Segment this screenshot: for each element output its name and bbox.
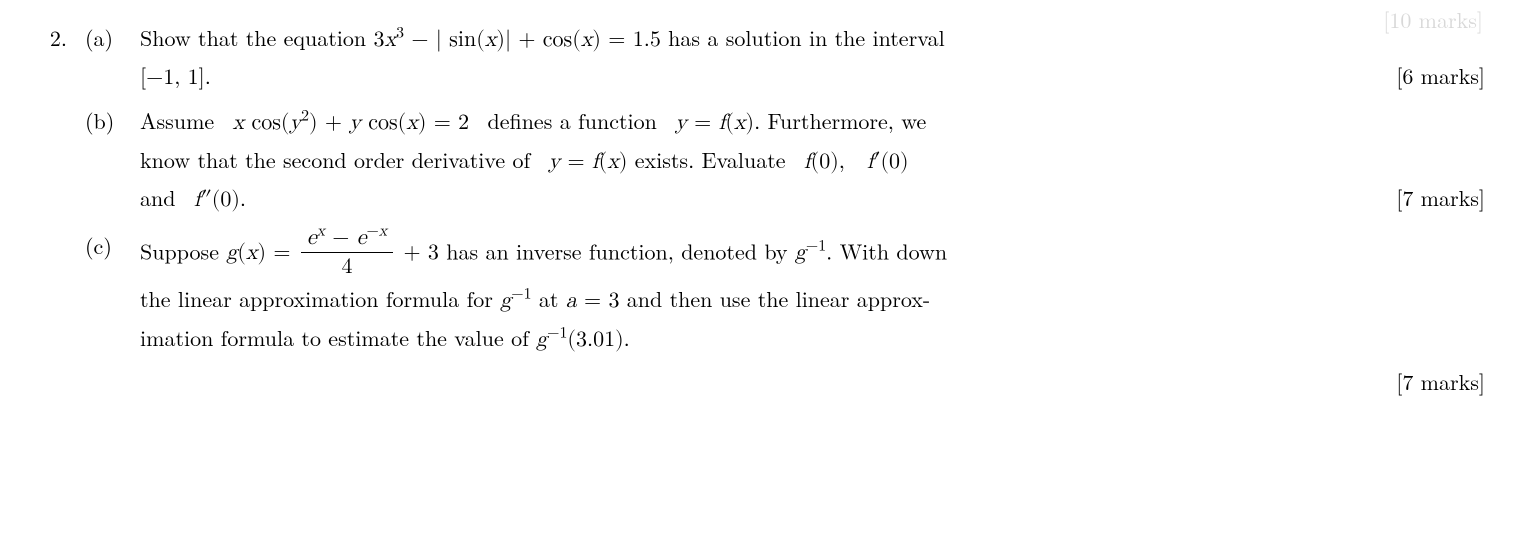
part-c-text5: at <box>532 283 566 314</box>
part-b-line2: know that the second order derivative of… <box>140 142 1485 180</box>
part-b-text1: Assume <box>140 105 222 136</box>
part-a-line2: [−1, 1]. [6 marks] <box>140 58 1485 93</box>
part-a: (a) Show that the equation 3x3 − | sin(x… <box>85 20 1485 93</box>
part-b-text3: . Furthermore, we <box>754 105 926 136</box>
partial-marks-top: [10 marks] <box>1383 2 1483 37</box>
part-a-text1: Show that the equation <box>140 22 373 53</box>
part-c-line2: the linear approximation formula for g−1… <box>140 281 1485 319</box>
part-a-interval: [−1, 1]. <box>140 58 1376 93</box>
part-c-ginv2: g−1 <box>500 290 531 312</box>
part-b-line3-text: and f″(0). <box>140 180 1376 218</box>
part-b-text2: defines a function <box>480 105 664 136</box>
part-a-label: (a) <box>85 20 140 55</box>
part-b-line1: Assume x cos(y2) + y cos(x) = 2 defines … <box>140 103 1485 141</box>
part-c-line1: Suppose g(x) = ex − e−x4 + 3 has an inve… <box>140 228 1485 281</box>
part-a-text2: has a solution in the interval <box>661 22 945 53</box>
part-c-text6: and then use the linear approx- <box>619 283 930 314</box>
problem-parts: (a) Show that the equation 3x3 − | sin(x… <box>85 20 1485 409</box>
part-b-f0: f(0) <box>804 151 839 173</box>
part-b: (b) Assume x cos(y2) + y cos(x) = 2 defi… <box>85 103 1485 218</box>
part-c-body: Suppose g(x) = ex − e−x4 + 3 has an inve… <box>140 228 1485 399</box>
part-a-line1: Show that the equation 3x3 − | sin(x)| +… <box>140 20 1485 58</box>
part-b-eq3: y = f(x) <box>549 151 628 173</box>
part-b-fp0: f′(0) <box>867 151 909 173</box>
part-b-eq2: y = f(x) <box>675 112 754 134</box>
part-b-label: (b) <box>85 103 140 138</box>
part-b-line3: and f″(0). [7 marks] <box>140 180 1485 218</box>
part-b-body: Assume x cos(y2) + y cos(x) = 2 defines … <box>140 103 1485 218</box>
part-b-fpp0: f″(0) <box>194 189 240 211</box>
part-c-line3: imation formula to estimate the value of… <box>140 320 1485 358</box>
part-c-label: (c) <box>85 228 140 263</box>
part-c-marks: [7 marks] <box>140 364 1485 399</box>
part-c-text2: has an inverse function, denoted by <box>439 235 795 266</box>
part-b-text4: know that the second order derivative of <box>140 144 538 175</box>
part-c-g-eq: g(x) = ex − e−x4 + 3 <box>226 242 439 264</box>
part-c: (c) Suppose g(x) = ex − e−x4 + 3 has an … <box>85 228 1485 399</box>
part-c-text3: . With down <box>826 235 947 266</box>
part-b-text6: and <box>140 182 183 213</box>
part-b-eq1: x cos(y2) + y cos(x) = 2 <box>233 112 470 134</box>
part-c-text7: imation formula to estimate the value of <box>140 322 536 353</box>
problem-number: 2. <box>30 20 85 55</box>
part-a-marks: [6 marks] <box>1376 58 1485 93</box>
part-a-equation: 3x3 − | sin(x)| + cos(x) = 1.5 <box>373 29 660 51</box>
part-a-body: Show that the equation 3x3 − | sin(x)| +… <box>140 20 1485 93</box>
part-c-a-eq: a = 3 <box>566 290 620 312</box>
problem-2: 2. (a) Show that the equation 3x3 − | si… <box>30 20 1485 409</box>
part-c-ginv-val: g−1(3.01) <box>536 329 623 351</box>
part-c-ginv: g−1 <box>795 242 826 264</box>
part-c-text4: the linear approximation formula for <box>140 283 500 314</box>
part-b-marks: [7 marks] <box>1376 180 1485 215</box>
part-b-text5: exists. Evaluate <box>627 144 793 175</box>
part-c-text1: Suppose <box>140 235 226 266</box>
